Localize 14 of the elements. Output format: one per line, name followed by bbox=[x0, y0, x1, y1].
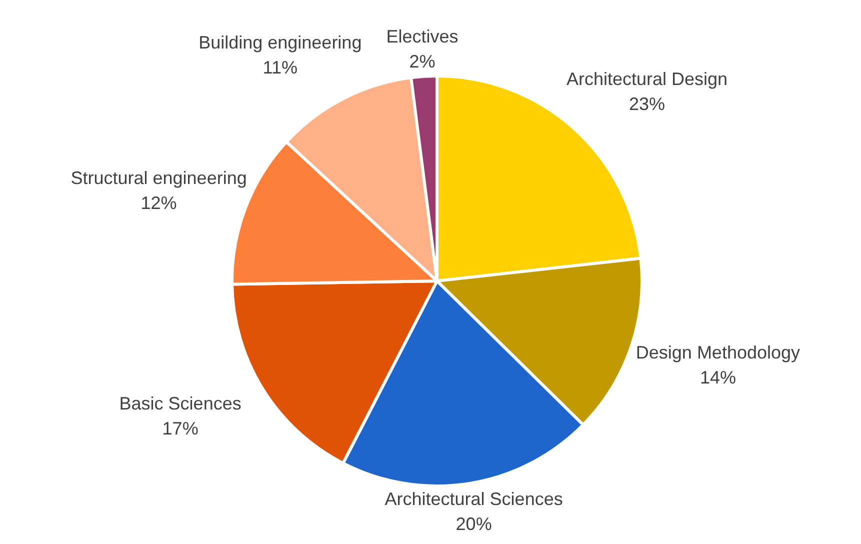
data-label: 12% bbox=[140, 192, 177, 213]
data-label: 14% bbox=[700, 367, 736, 388]
slice-label: Structural engineering bbox=[70, 168, 247, 188]
data-label: 23% bbox=[629, 94, 666, 114]
data-label: 20% bbox=[456, 514, 492, 534]
slice-label: Building engineering bbox=[198, 32, 362, 52]
data-label: 17% bbox=[162, 418, 198, 438]
slice-label: Architectural Design bbox=[566, 68, 728, 89]
slice-label: Basic Sciences bbox=[119, 393, 242, 414]
slice-label: Architectural Sciences bbox=[384, 489, 563, 510]
slice-label: Design Methodology bbox=[636, 342, 800, 362]
data-label: 11% bbox=[262, 57, 298, 78]
data-label: 2% bbox=[409, 51, 436, 72]
slice-label: Electives bbox=[386, 26, 458, 46]
